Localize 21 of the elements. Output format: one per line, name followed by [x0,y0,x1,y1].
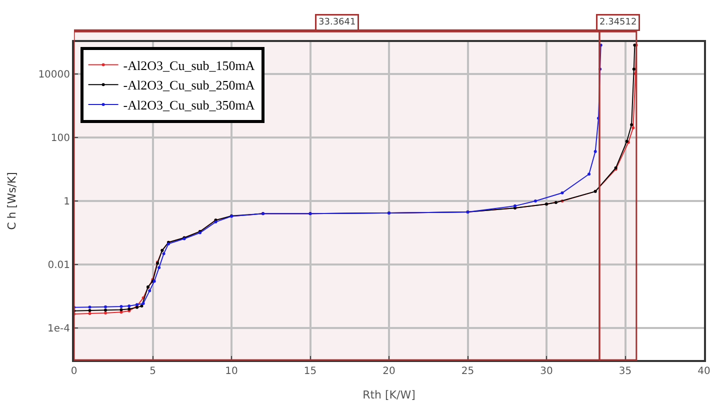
y-tick-label: 1 [64,196,70,208]
x-tick-label: 20 [382,366,396,377]
y-tick-label: 0.01 [48,260,70,272]
x-tick-label: 30 [540,366,553,377]
x-tick-label: 15 [304,366,317,377]
legend-label: -Al2O3_Cu_sub_350mA [123,98,256,113]
band-label: 2.34512 [600,18,637,28]
y-tick-label: 1e-4 [48,324,70,335]
y-tick-label: 100 [50,132,70,144]
x-axis-title: Rth [K/W] [362,388,416,402]
x-tick-label: 0 [70,366,78,377]
y-tick-label: 10000 [38,69,70,80]
x-tick-label: 25 [461,366,474,377]
band-label: 33.3641 [318,18,356,28]
x-tick-label: 35 [618,366,632,377]
legend-label: -Al2O3_Cu_sub_250mA [123,78,256,93]
x-tick-label: 10 [225,366,238,377]
x-tick-label: 40 [698,366,710,377]
legend-label: -Al2O3_Cu_sub_150mA [123,58,256,73]
y-axis-title: C h [Ws/K] [5,172,18,230]
x-tick-label: 5 [150,366,156,377]
